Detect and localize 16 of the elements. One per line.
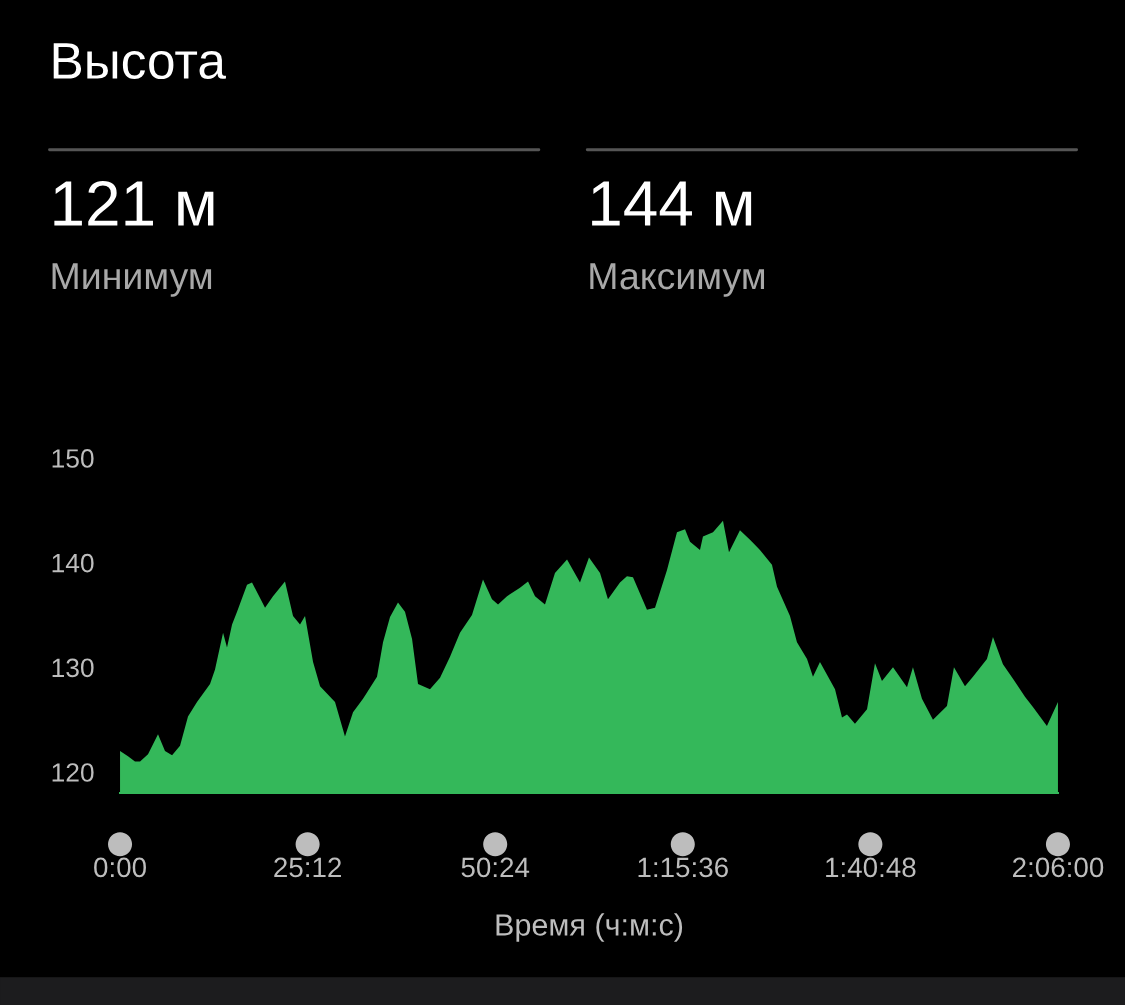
x-axis-title: Время (ч:м:с) [496, 913, 683, 942]
y-tick-label: 130 [52, 658, 94, 678]
text: 144 м [592, 181, 752, 226]
y-tick-label: 140 [52, 553, 94, 573]
x-tick-label: 1:15:36 [638, 857, 728, 878]
text: Минимум [52, 263, 212, 297]
x-tick-label: 50:24 [461, 857, 530, 878]
y-tick-label: 120 [52, 763, 94, 782]
x-tick-label: 2:06:00 [1013, 857, 1104, 878]
text: Максимум [590, 263, 765, 297]
x-tick-label: 0:00 [94, 857, 146, 878]
chart-title: Высота [53, 43, 226, 80]
text: 121 м [54, 180, 214, 226]
y-tick-label: 150 [52, 449, 94, 468]
x-tick-label: 25:12 [274, 857, 341, 878]
x-tick-label: 1:40:48 [826, 857, 916, 878]
